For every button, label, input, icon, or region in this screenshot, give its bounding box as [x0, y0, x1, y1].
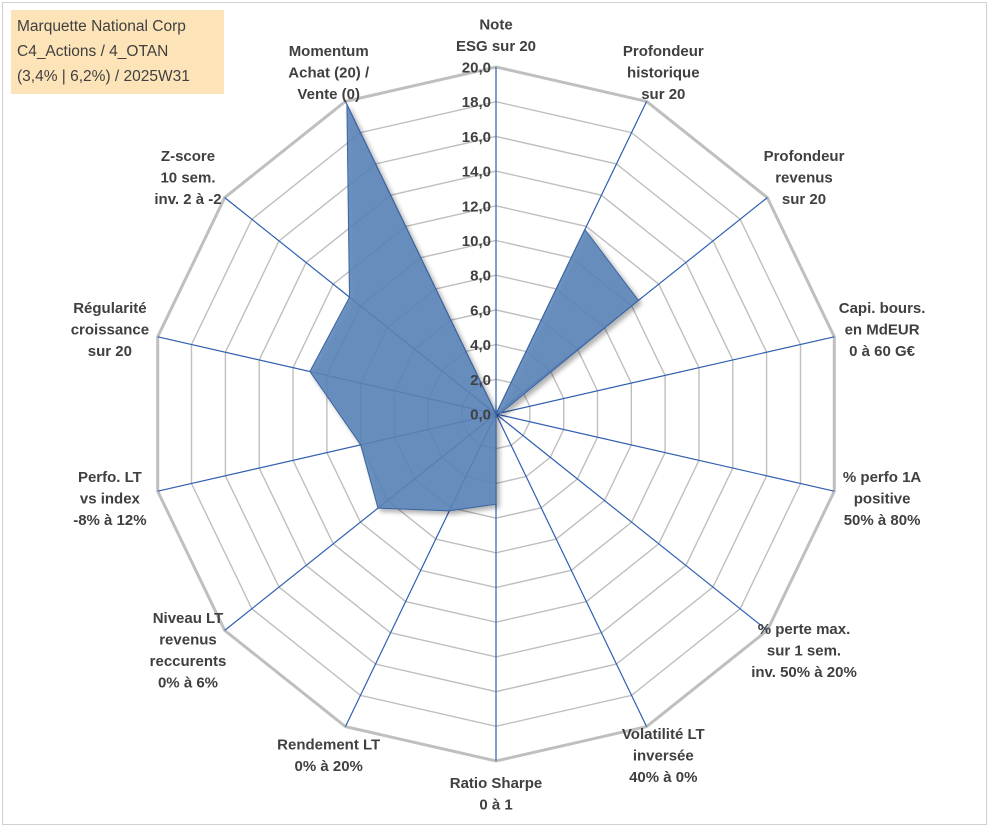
axis-label-10: Niveau LT revenus reccurents 0% à 6%	[150, 610, 227, 692]
tick-label: 6,0	[470, 302, 491, 319]
info-line-period: (3,4% | 6,2%) / 2025W31	[17, 68, 190, 85]
info-box: Marquette National Corp C4_Actions / 4_O…	[11, 10, 224, 94]
tick-label: 2,0	[470, 372, 491, 389]
tick-label: 18,0	[462, 94, 491, 111]
axis-label-13: Z-score 10 sem. inv. 2 à -2	[154, 148, 221, 208]
tick-label: 8,0	[470, 268, 491, 285]
axis-label-1: Note ESG sur 20	[456, 17, 536, 56]
axis-spoke-4	[495, 336, 835, 415]
axis-label-12: Régularité croissance sur 20	[71, 300, 149, 360]
tick-label: 16,0	[462, 129, 491, 146]
info-line-company: Marquette National Corp	[17, 18, 186, 35]
tick-label: 0,0	[470, 407, 491, 424]
tick-label: 4,0	[470, 337, 491, 354]
axis-spoke-7	[495, 413, 648, 727]
axis-label-5: % perfo 1A positive 50% à 80%	[843, 469, 922, 529]
axis-spoke-6	[495, 413, 768, 631]
axis-spoke-5	[495, 413, 835, 492]
tick-label: 14,0	[462, 164, 491, 181]
info-line-category: C4_Actions / 4_OTAN	[17, 43, 169, 60]
axis-label-14: Momentum Achat (20) / Vente (0)	[288, 43, 370, 103]
tick-label: 20,0	[462, 60, 491, 77]
axis-label-4: Capi. bours. en MdEUR 0 à 60 G€	[839, 300, 926, 360]
axis-label-6: % perte max. sur 1 sem. inv. 50% à 20%	[751, 621, 857, 681]
axis-label-11: Perfo. LT vs index -8% à 12%	[73, 469, 146, 529]
axis-label-3: Profondeur revenus sur 20	[764, 148, 845, 208]
axis-label-8: Ratio Sharpe 0 à 1	[450, 775, 543, 814]
tick-label: 12,0	[462, 198, 491, 215]
axis-label-9: Rendement LT 0% à 20%	[277, 737, 380, 776]
axis-label-2: Profondeur historique sur 20	[623, 43, 704, 103]
axis-label-7: Volatilité LT inversée 40% à 0%	[622, 726, 705, 786]
tick-label: 10,0	[462, 233, 491, 250]
data-area	[309, 104, 640, 512]
